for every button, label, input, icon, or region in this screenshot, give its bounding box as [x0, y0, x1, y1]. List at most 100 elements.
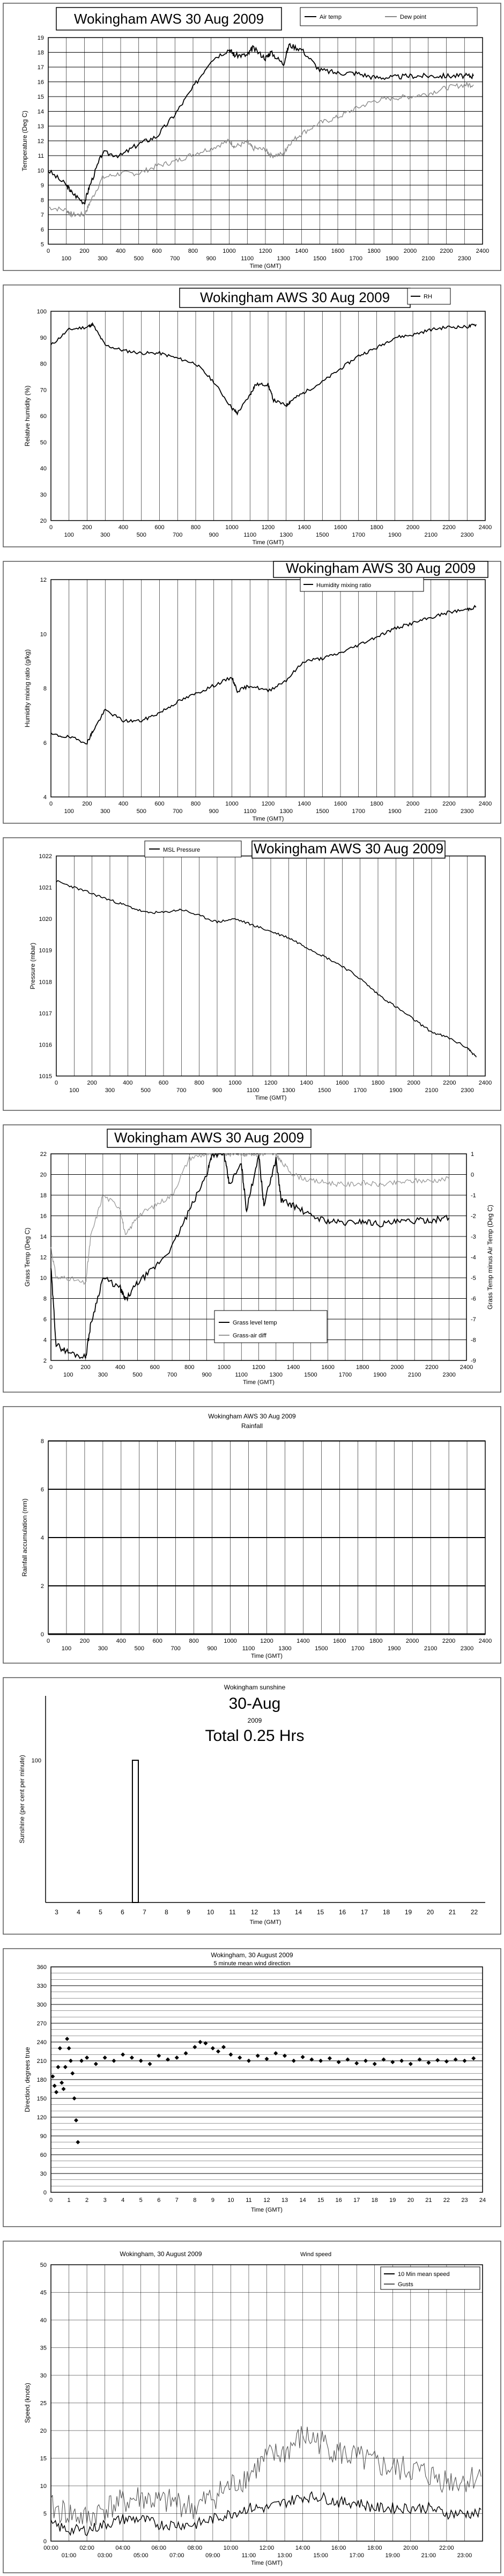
x-tick-label: 700	[170, 255, 180, 262]
chart-date: 30-Aug	[229, 1695, 281, 1713]
chart-panel-1: 5 6 7 8 9 10 11 12 13 14 15 16 17 18 19 Temperature (De…	[3, 3, 501, 271]
y-tick-label: 1018	[39, 979, 52, 985]
y-tick-label: 5	[43, 2511, 47, 2518]
x-gridlines	[50, 1154, 467, 1360]
x-tick-label: 23:00	[457, 2552, 472, 2559]
x-tick-label: 14	[299, 2197, 306, 2204]
y-axis-label: Sunshine (per cent per minute)	[18, 1755, 26, 1843]
x-tick-label: 4	[121, 2197, 124, 2204]
x-tick-label: 1100	[243, 808, 256, 815]
x-tick-label: 700	[176, 1087, 186, 1094]
y-tick-labels: 20 30 40 50 60 70 80 90 100	[37, 309, 47, 524]
scatter-point	[73, 2118, 78, 2123]
x-tick-label: 18	[372, 2197, 378, 2204]
x-tick-label: 1800	[369, 1638, 382, 1644]
y-tick-label: 1019	[39, 948, 52, 954]
y-tick-labels: 0 2 4 6 8	[41, 1438, 44, 1638]
x-tick-label: 600	[159, 1080, 168, 1086]
x-tick-label: 8	[165, 1908, 168, 1916]
y-tick-label: 11	[38, 153, 44, 159]
y-tick-label: 15	[40, 2456, 47, 2462]
x-tick-label: 1900	[388, 532, 401, 538]
chart-panel-6: 0 2 4 6 8 Rainfall accumulation (mm) 0 200 400 60…	[3, 1406, 501, 1664]
x-tick-label: 900	[209, 532, 219, 538]
legend	[214, 1310, 328, 1343]
chart-title: Wokingham, 30 August 2009	[211, 1951, 293, 1959]
panel-frame	[3, 1677, 501, 1935]
series-line-air-temp	[48, 43, 474, 205]
x-tick-label: 1600	[336, 1080, 349, 1086]
x-tick-label: 22	[443, 2197, 450, 2204]
scatter-point	[246, 2059, 251, 2063]
x-tick-label: 1300	[282, 1087, 295, 1094]
x-tick-label: 13	[273, 1908, 280, 1916]
scatter-point	[255, 2053, 260, 2058]
scatter-point	[63, 2065, 68, 2069]
series-line-dew-point	[48, 81, 474, 218]
x-tick-label: 500	[134, 255, 144, 262]
y-tick-labels: 1015 1016 1017 1018 1019 1020 1021 1022	[39, 853, 52, 1080]
x-tick-label: 400	[116, 1638, 126, 1644]
x-tick-label: 03:00	[98, 2552, 113, 2559]
x-tick-label: 10	[207, 1908, 214, 1916]
chart-title: Wokingham AWS 30 Aug 2009	[200, 289, 390, 305]
scatter-point	[68, 2059, 73, 2063]
y-tick-labels: 5 6 7 8 9 10 11 12 13 14 15 16 17 18 19	[38, 35, 44, 248]
x-tick-label: 300	[100, 532, 110, 538]
x-axis-label: Time (GMT)	[250, 263, 281, 269]
x-tick-labels: 0 200 400 600 800 1000 1200 1400 1600 1800 2000 220…	[49, 1364, 473, 1378]
x-tick-label: 2400	[476, 248, 489, 254]
y-tick-label: 13	[38, 123, 44, 130]
chart-title: Wokingham sunshine	[224, 1684, 286, 1691]
scatter-point	[390, 2060, 395, 2065]
y-tick-label: 1016	[39, 1042, 52, 1048]
y-tick-label: 30	[40, 492, 47, 498]
x-tick-label: 100	[64, 532, 74, 538]
x-tick-label: 100	[63, 1372, 73, 1378]
y-tick-label: 20	[40, 2428, 47, 2434]
right-y-tick-label: -8	[471, 1337, 476, 1344]
y-tick-label: 4	[41, 1535, 44, 1541]
scatter-point	[57, 2046, 62, 2051]
y-axis-label: Rainfall accumulation (mm)	[21, 1498, 28, 1576]
y-tick-label: 150	[37, 2096, 47, 2102]
x-tick-label: 1900	[389, 1087, 402, 1094]
x-tick-label: 10	[227, 2197, 234, 2204]
x-tick-label: 1500	[304, 1372, 317, 1378]
y-tick-label: 25	[40, 2401, 47, 2407]
x-axis-label: Time (GMT)	[253, 539, 284, 546]
x-tick-label: 05:00	[134, 2552, 149, 2559]
y-tick-label: 120	[37, 2114, 47, 2121]
x-tick-label: 0	[47, 1638, 50, 1644]
y-tick-label: 0	[43, 2190, 47, 2196]
scatter-point	[462, 2059, 467, 2063]
x-tick-label: 300	[105, 1087, 115, 1094]
y-tick-label: 1022	[39, 853, 52, 860]
x-tick-label: 5	[99, 1908, 102, 1916]
scatter-point	[61, 2087, 66, 2091]
scatter-point	[309, 2057, 314, 2062]
scatter-point	[426, 2060, 431, 2065]
y-tick-label: 50	[40, 440, 47, 446]
x-tick-label: 1400	[298, 801, 310, 807]
x-tick-label: 1400	[295, 248, 308, 254]
series-line-grass-air-diff	[50, 1153, 450, 1285]
y-tick-label: 6	[41, 1487, 44, 1493]
scatter-point	[210, 2046, 215, 2051]
scatter-point	[72, 2096, 77, 2101]
scatter-point	[444, 2059, 449, 2064]
x-tick-label: 1100	[242, 1645, 255, 1652]
x-tick-label: 900	[202, 1372, 211, 1378]
x-tick-label: 23	[461, 2197, 468, 2204]
scatter-point	[166, 2057, 171, 2062]
x-tick-label: 1000	[224, 1638, 236, 1644]
y-tick-label: 40	[40, 466, 47, 472]
x-tick-label: 1400	[298, 524, 310, 531]
x-tick-label: 0	[49, 2197, 53, 2204]
x-tick-label: 18	[383, 1908, 390, 1916]
x-tick-label: 1200	[264, 1080, 277, 1086]
x-tick-label: 1300	[277, 255, 290, 262]
x-tick-label: 1100	[247, 1087, 260, 1094]
scatter-point	[238, 2055, 242, 2060]
legend-label: Grass level temp	[233, 1320, 277, 1326]
